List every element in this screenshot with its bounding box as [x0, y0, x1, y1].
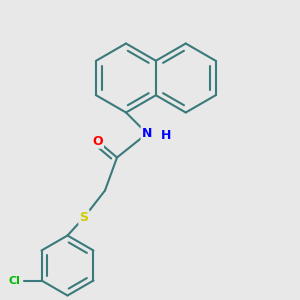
Text: H: H [160, 128, 171, 142]
Text: Cl: Cl [9, 275, 20, 286]
Text: O: O [92, 134, 103, 148]
Text: S: S [80, 211, 88, 224]
Text: N: N [142, 127, 152, 140]
